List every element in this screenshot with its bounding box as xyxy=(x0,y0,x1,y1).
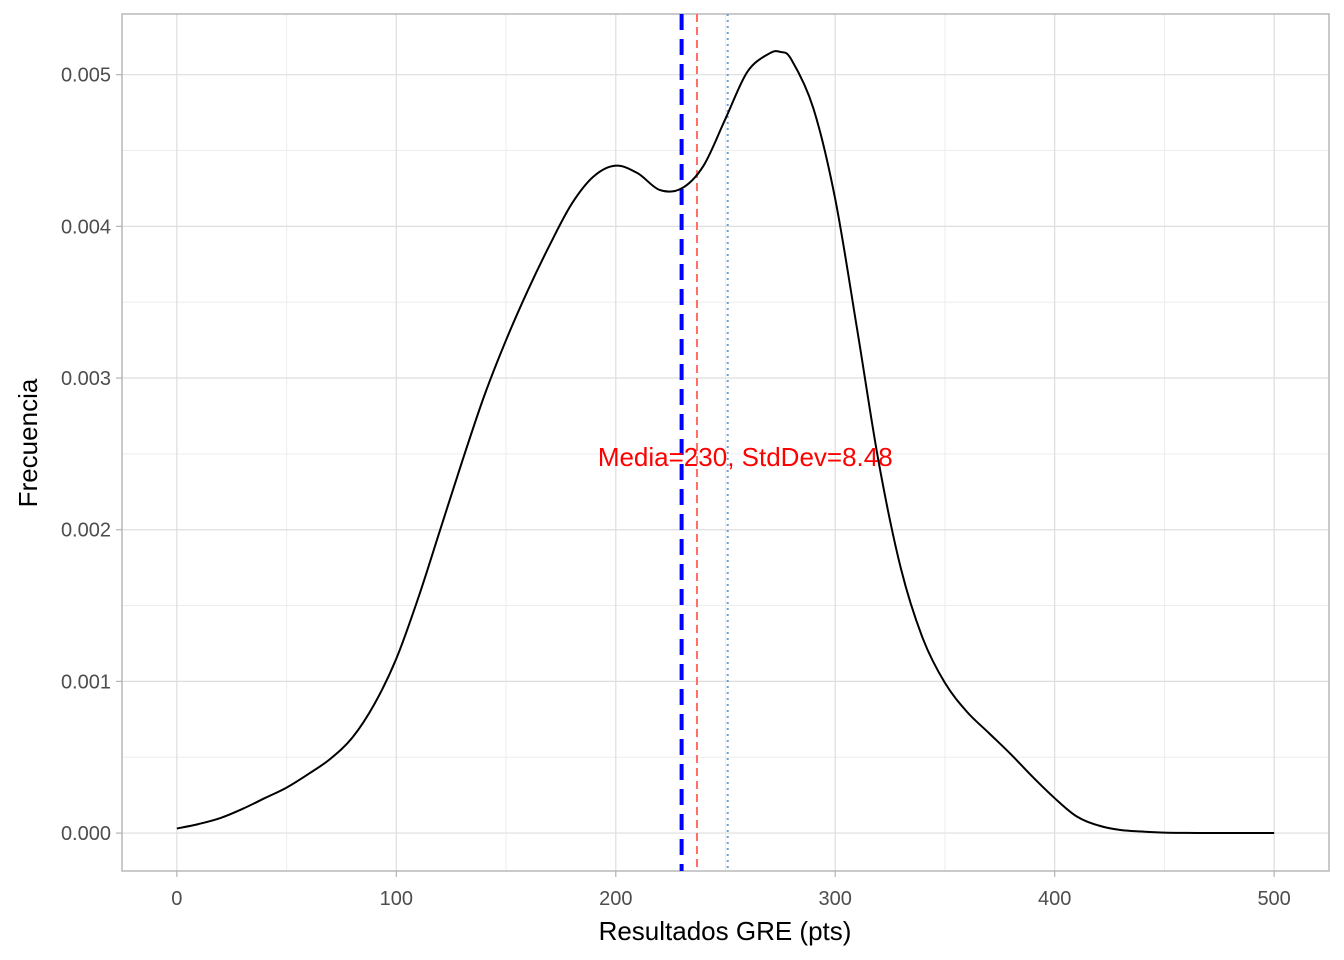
minor-gridlines xyxy=(122,14,1329,871)
y-tick-label: 0.001 xyxy=(61,671,111,693)
x-axis-ticks: 0 100 200 300 400 500 xyxy=(171,871,1291,910)
x-tick-label: 300 xyxy=(819,888,852,910)
x-tick-label: 200 xyxy=(599,888,632,910)
y-tick-label: 0.004 xyxy=(61,216,111,238)
y-tick-label: 0.005 xyxy=(61,65,111,87)
y-axis-ticks: 0.000 0.001 0.002 0.003 0.004 0.005 xyxy=(61,65,122,845)
major-gridlines xyxy=(122,14,1329,871)
x-tick-label: 100 xyxy=(380,888,413,910)
y-axis-title: Frecuencia xyxy=(13,378,43,507)
reference-lines xyxy=(679,14,729,871)
y-tick-label: 0.000 xyxy=(61,823,111,845)
x-tick-label: 500 xyxy=(1257,888,1290,910)
x-tick-label: 400 xyxy=(1038,888,1071,910)
density-curve xyxy=(176,50,1275,835)
y-tick-label: 0.002 xyxy=(61,520,111,542)
y-tick-label: 0.003 xyxy=(61,368,111,390)
stats-annotation: Media=230, StdDev=8.48 xyxy=(598,442,893,472)
x-tick-label: 0 xyxy=(171,888,182,910)
panel-border xyxy=(121,13,1330,872)
x-axis-title: Resultados GRE (pts) xyxy=(599,916,852,946)
